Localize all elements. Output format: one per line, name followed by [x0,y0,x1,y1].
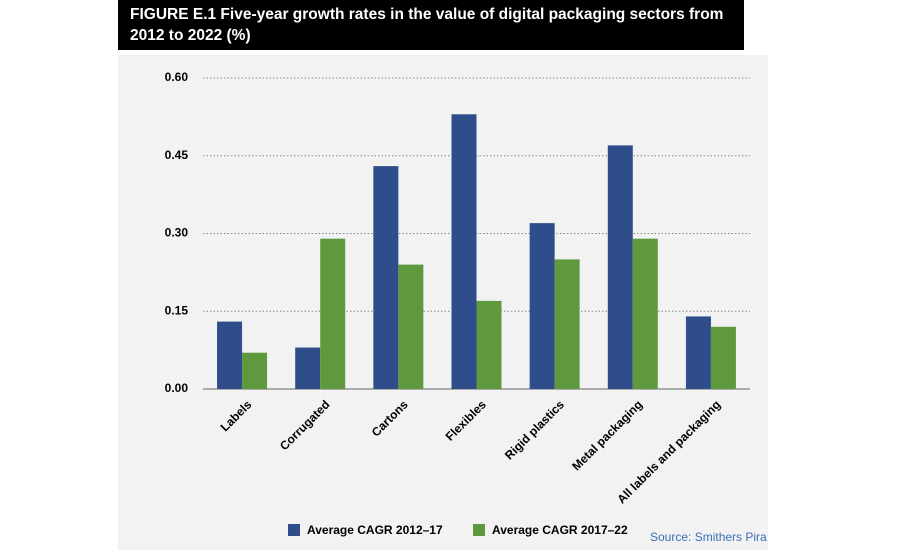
bar [295,347,321,389]
bar [607,145,633,389]
chart-panel [118,55,768,550]
bar [632,238,658,389]
bar [554,259,580,389]
bar [217,321,243,389]
legend-label: Average CAGR 2012–17 [307,523,443,537]
bar [320,238,346,389]
y-tick-label: 0.45 [165,148,189,162]
bar [476,300,502,389]
chart-title: FIGURE E.1 Five-year growth rates in the… [118,0,744,50]
y-tick-label: 0.30 [165,226,189,240]
legend-label: Average CAGR 2017–22 [492,523,628,537]
bar [398,264,424,389]
bar [373,166,399,389]
bar [529,223,555,389]
y-tick-label: 0.00 [165,381,189,395]
y-tick-label: 0.15 [165,303,189,317]
bar [710,326,736,389]
source-note: Source: Smithers Pira [650,530,767,544]
bar [685,316,711,389]
legend-swatch [288,524,300,536]
y-tick-label: 0.60 [165,70,189,84]
legend-swatch [473,524,485,536]
bar [451,114,477,390]
bar [242,352,268,389]
